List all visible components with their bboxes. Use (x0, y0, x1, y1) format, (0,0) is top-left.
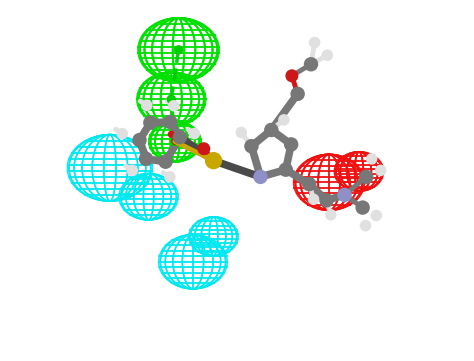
Circle shape (141, 100, 153, 111)
Circle shape (278, 114, 290, 126)
Circle shape (127, 165, 138, 176)
Circle shape (197, 142, 210, 155)
Circle shape (325, 209, 337, 221)
Circle shape (244, 139, 259, 153)
Circle shape (253, 170, 268, 184)
Circle shape (163, 115, 177, 129)
Circle shape (308, 193, 319, 205)
Circle shape (359, 170, 374, 184)
Circle shape (285, 69, 298, 82)
Circle shape (132, 133, 147, 147)
Circle shape (170, 137, 180, 146)
Circle shape (158, 155, 173, 169)
Circle shape (360, 220, 371, 231)
Circle shape (117, 128, 128, 139)
Circle shape (166, 95, 176, 104)
Circle shape (309, 37, 320, 48)
Circle shape (168, 100, 180, 112)
Circle shape (174, 45, 183, 55)
Circle shape (168, 131, 175, 138)
Circle shape (366, 153, 377, 165)
Circle shape (375, 165, 386, 176)
Circle shape (189, 128, 200, 139)
Circle shape (284, 137, 298, 152)
Circle shape (164, 171, 176, 183)
Circle shape (143, 116, 157, 130)
Circle shape (236, 127, 247, 138)
Circle shape (319, 193, 334, 208)
Circle shape (139, 152, 153, 166)
Circle shape (302, 177, 317, 191)
Circle shape (371, 210, 382, 221)
Circle shape (171, 136, 180, 145)
Circle shape (173, 130, 187, 144)
Circle shape (304, 57, 318, 71)
Circle shape (291, 87, 305, 101)
Circle shape (264, 123, 279, 137)
Circle shape (337, 188, 352, 202)
Circle shape (321, 49, 333, 61)
Circle shape (205, 152, 222, 169)
Circle shape (279, 162, 293, 177)
Circle shape (356, 200, 370, 215)
